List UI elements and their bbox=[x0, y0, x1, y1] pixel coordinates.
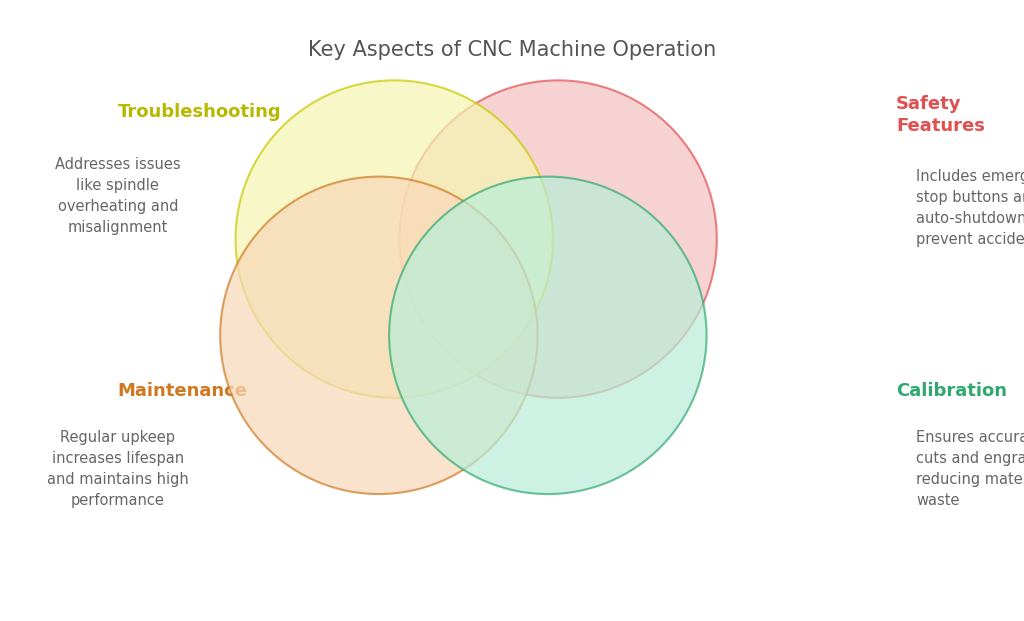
Text: Calibration: Calibration bbox=[896, 383, 1007, 400]
Ellipse shape bbox=[399, 80, 717, 398]
Text: Addresses issues
like spindle
overheating and
misalignment: Addresses issues like spindle overheatin… bbox=[55, 156, 180, 235]
Ellipse shape bbox=[220, 176, 538, 494]
Text: Safety
Features: Safety Features bbox=[896, 95, 985, 135]
Text: Includes emergency
stop buttons and
auto-shutdown to
prevent accidents: Includes emergency stop buttons and auto… bbox=[916, 169, 1024, 247]
Ellipse shape bbox=[236, 80, 553, 398]
Ellipse shape bbox=[389, 176, 707, 494]
Text: Regular upkeep
increases lifespan
and maintains high
performance: Regular upkeep increases lifespan and ma… bbox=[47, 430, 188, 508]
Text: Troubleshooting: Troubleshooting bbox=[118, 103, 282, 120]
Text: Maintenance: Maintenance bbox=[118, 383, 248, 400]
Text: Key Aspects of CNC Machine Operation: Key Aspects of CNC Machine Operation bbox=[308, 40, 716, 60]
Text: Ensures accurate
cuts and engravings,
reducing material
waste: Ensures accurate cuts and engravings, re… bbox=[916, 430, 1024, 508]
